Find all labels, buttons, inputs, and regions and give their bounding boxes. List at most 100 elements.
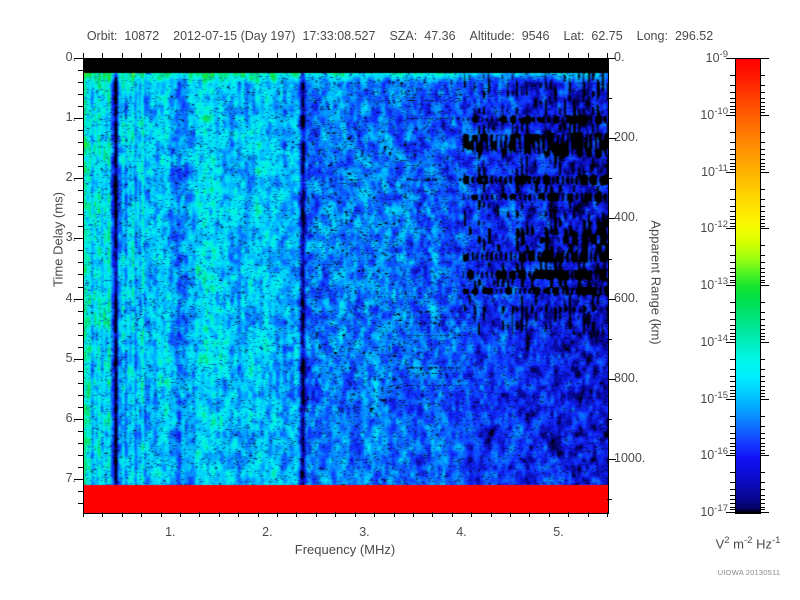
- colorbar-tick-right: [760, 329, 765, 330]
- long-label: Long:: [636, 29, 668, 43]
- colorbar-tick-right: [760, 282, 765, 283]
- colorbar-tick-right: [760, 245, 765, 246]
- colorbar-tick-right: [760, 416, 765, 417]
- colorbar-tick: [730, 109, 735, 110]
- colorbar-tick: [730, 132, 735, 133]
- y-left-tick-label: 6.: [65, 410, 76, 425]
- colorbar-tick: [730, 339, 735, 340]
- colorbar-tick-right: [760, 58, 769, 59]
- y-right-tick-label: 800.: [614, 370, 639, 385]
- colorbar-tick-right: [760, 333, 765, 334]
- y-left-tick-label: 1.: [65, 110, 76, 125]
- colorbar-tick-right: [760, 399, 769, 400]
- colorbar-tick: [730, 166, 735, 167]
- x-tick: [588, 512, 589, 517]
- colorbar-tick: [730, 142, 735, 143]
- colorbar-tick: [730, 396, 735, 397]
- y-left-tick: [78, 82, 83, 83]
- colorbar-tick: [730, 219, 735, 220]
- colorbar-tick: [726, 399, 735, 400]
- y-left-tick: [78, 383, 83, 384]
- y-right-tick: [607, 499, 612, 500]
- colorbar-tick-right: [760, 325, 765, 326]
- x-tick: [122, 512, 123, 517]
- colorbar-tick-right: [760, 132, 765, 133]
- colorbar-tick-right: [760, 228, 769, 229]
- y-left-tick: [74, 419, 83, 420]
- colorbar-tick: [730, 503, 735, 504]
- y-right-tick: [607, 58, 616, 59]
- x-tick-top: [394, 53, 395, 58]
- colorbar-tick: [730, 381, 735, 382]
- x-tick-label: 3.: [359, 525, 370, 539]
- colorbar-tick-label: 10-11: [701, 162, 728, 179]
- colorbar-tick-right: [760, 199, 765, 200]
- x-tick-top: [141, 53, 142, 58]
- y-left-tick: [78, 347, 83, 348]
- x-tick-label: 2.: [262, 525, 273, 539]
- x-tick-top: [588, 53, 589, 58]
- colorbar-tick: [730, 211, 735, 212]
- x-tick: [161, 512, 162, 517]
- observation-date: 2012-07-15 (Day 197): [173, 29, 296, 43]
- x-tick: [335, 512, 336, 517]
- x-tick-top: [258, 53, 259, 58]
- colorbar-tick: [730, 369, 735, 370]
- colorbar-tick-right: [760, 342, 769, 343]
- x-tick: [471, 512, 472, 517]
- x-axis-title: Frequency (MHz): [294, 542, 396, 557]
- colorbar-tick: [730, 325, 735, 326]
- colorbar-tick-right: [760, 495, 765, 496]
- x-tick-top: [161, 53, 162, 58]
- x-tick-top: [452, 53, 453, 58]
- colorbar-tick-label: 10-14: [700, 332, 728, 349]
- colorbar-tick: [730, 453, 735, 454]
- colorbar-tick-label: 10-9: [705, 49, 728, 66]
- x-tick-top: [180, 53, 181, 58]
- colorbar-tick-label: 10-13: [700, 276, 728, 293]
- y-left-tick: [78, 166, 83, 167]
- colorbar-tick: [730, 216, 735, 217]
- colorbar-tick: [730, 226, 735, 227]
- colorbar-tick: [730, 206, 735, 207]
- colorbar-tick-right: [760, 453, 765, 454]
- colorbar-tick: [730, 426, 735, 427]
- sza-label: SZA:: [389, 29, 418, 43]
- y-left-tick: [74, 299, 83, 300]
- colorbar-gradient: [736, 59, 760, 513]
- colorbar-tick: [730, 106, 735, 107]
- colorbar-tick-label: 10-17: [700, 503, 728, 520]
- x-tick: [219, 512, 220, 517]
- y-left-tick: [78, 503, 83, 504]
- x-tick-top: [529, 53, 530, 58]
- y-left-tick: [78, 443, 83, 444]
- colorbar-tick: [730, 268, 735, 269]
- lat-label: Lat:: [563, 29, 585, 43]
- colorbar-tick: [730, 333, 735, 334]
- x-tick: [568, 512, 569, 517]
- colorbar-tick: [730, 189, 735, 190]
- y-left-tick: [78, 431, 83, 432]
- colorbar-tick-right: [760, 154, 765, 155]
- colorbar-tick-right: [760, 169, 765, 170]
- x-tick-top: [510, 53, 511, 58]
- colorbar-tick-right: [760, 280, 765, 281]
- y-right-tick: [607, 138, 616, 139]
- colorbar-tick-right: [760, 386, 765, 387]
- colorbar-tick: [730, 472, 735, 473]
- colorbar-tick: [730, 489, 735, 490]
- y-left-tick: [78, 226, 83, 227]
- colorbar-tick: [730, 154, 735, 155]
- colorbar-tick-right: [760, 149, 765, 150]
- y-left-tick: [78, 335, 83, 336]
- x-tick: [180, 512, 181, 517]
- y-left-tick-label: 3.: [65, 230, 76, 245]
- colorbar-tick-right: [760, 443, 765, 444]
- colorbar-tick: [730, 329, 735, 330]
- colorbar-tick-right: [760, 285, 769, 286]
- y-left-tick-label: 4.: [65, 290, 76, 305]
- x-tick: [258, 512, 259, 517]
- y-left-tick: [78, 202, 83, 203]
- credit-text: UIOWA 20130511: [717, 568, 781, 577]
- colorbar-tick-right: [760, 359, 765, 360]
